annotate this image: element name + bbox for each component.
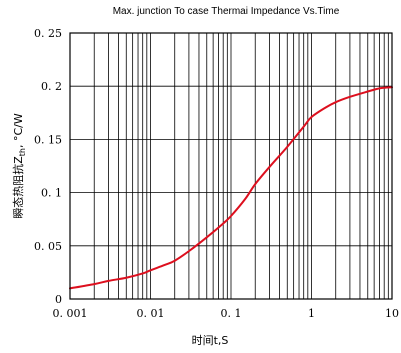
y-tick-label: 0. 25 [34, 27, 62, 40]
y-axis-label-prefix: 瞬态热阻抗Z [11, 156, 25, 219]
y-tick-labels: 0 0. 05 0. 1 0. 15 0. 2 0. 25 [34, 27, 62, 306]
y-axis-label-subscript: th [18, 148, 27, 156]
chart-title: Max. junction To case Thermai Impedance … [113, 6, 340, 17]
impedance-curve [69, 86, 393, 290]
x-tick-label: 0. 1 [221, 307, 242, 320]
gridlines [69, 32, 392, 300]
plot-frame [69, 32, 393, 300]
y-tick-label: 0. 05 [34, 240, 62, 253]
x-tick-label: 1 [308, 307, 315, 320]
x-tick-label: 10 [385, 307, 399, 320]
x-tick-labels: 0. 001 0. 01 0. 1 1 10 [53, 307, 400, 320]
y-tick-label: 0. 2 [41, 80, 62, 93]
y-tick-label: 0 [55, 293, 62, 306]
x-tick-label: 0. 01 [137, 307, 165, 320]
y-tick-label: 0. 1 [41, 187, 62, 200]
y-axis-label-suffix: , °C/W [12, 113, 25, 148]
y-tick-label: 0. 15 [34, 133, 62, 146]
x-axis-label: 时间t,S [192, 334, 229, 347]
y-axis-label: 瞬态热阻抗Zth, °C/W [11, 113, 27, 219]
x-tick-label: 0. 001 [53, 307, 88, 320]
